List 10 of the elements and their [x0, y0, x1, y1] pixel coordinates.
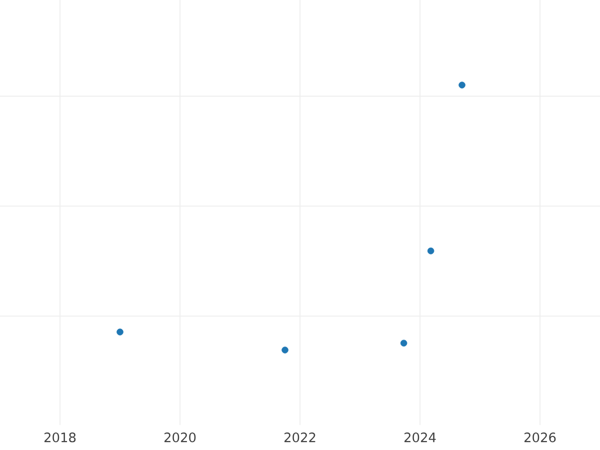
point [400, 340, 408, 347]
point [282, 346, 288, 354]
x-tick-label: 2026 [524, 432, 556, 442]
point [116, 328, 124, 336]
x-tick-label: 2022 [284, 432, 316, 442]
x-tick-label: 2020 [164, 432, 196, 442]
point [458, 82, 466, 88]
x-tick-label: 2024 [404, 432, 436, 442]
point [427, 248, 434, 254]
x-tick-label: 2018 [44, 432, 76, 442]
